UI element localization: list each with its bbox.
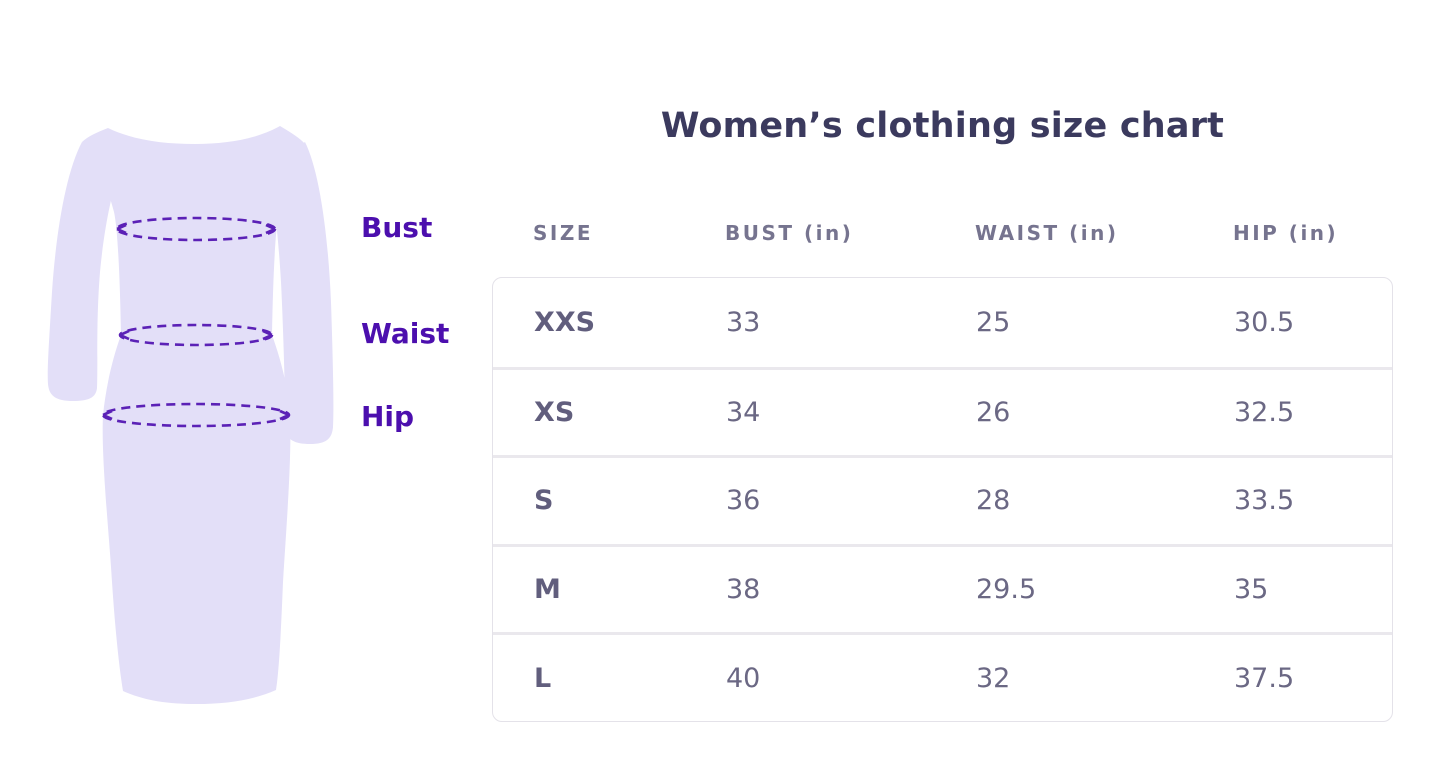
hip-cell: 33.5 [1234, 485, 1295, 517]
header-hip: HIP (in) [1233, 221, 1339, 245]
dress-silhouette-graphic [47, 126, 334, 704]
header-waist: WAIST (in) [975, 221, 1119, 245]
dress-body-shape [82, 126, 305, 704]
waist-cell: 29.5 [976, 574, 1037, 606]
waist-measure-line [118, 323, 274, 347]
size-cell: M [534, 574, 561, 606]
size-cell: XS [534, 396, 575, 428]
bust-cell: 36 [726, 485, 761, 517]
header-size: SIZE [533, 221, 594, 245]
table-row-xs: XS 34 26 32.5 [493, 366, 1392, 456]
dress-illustration [38, 112, 358, 712]
bust-cell: 34 [726, 396, 761, 428]
bust-measure-line [115, 216, 277, 242]
waist-cell: 26 [976, 396, 1011, 428]
size-table: XXS 33 25 30.5 XS 34 26 32.5 S 36 28 33.… [492, 277, 1393, 722]
bust-cell: 40 [726, 662, 761, 694]
hip-measure-line [101, 402, 291, 428]
table-row-s: S 36 28 33.5 [493, 455, 1392, 544]
header-bust: BUST (in) [725, 221, 854, 245]
size-cell: XXS [534, 306, 596, 338]
table-row-xxs: XXS 33 25 30.5 [493, 278, 1392, 367]
waist-cell: 25 [976, 306, 1011, 338]
hip-cell: 30.5 [1234, 306, 1295, 338]
table-row-l: L 40 32 37.5 [493, 632, 1392, 721]
waist-cell: 28 [976, 485, 1011, 517]
waist-cell: 32 [976, 662, 1011, 694]
hip-cell: 35 [1234, 574, 1269, 606]
waist-label: Waist [361, 317, 450, 350]
hip-label: Hip [361, 400, 415, 433]
bust-cell: 33 [726, 306, 761, 338]
table-header-row: SIZE BUST (in) WAIST (in) HIP (in) [492, 216, 1393, 250]
left-sleeve-shape [47, 142, 118, 401]
bust-cell: 38 [726, 574, 761, 606]
size-cell: S [534, 485, 554, 517]
hip-cell: 32.5 [1234, 396, 1295, 428]
hip-cell: 37.5 [1234, 662, 1295, 694]
bust-label: Bust [361, 211, 433, 244]
table-row-m: M 38 29.5 35 [493, 543, 1392, 633]
size-cell: L [534, 662, 552, 694]
page-title: Women’s clothing size chart [660, 106, 1225, 146]
right-sleeve-shape [268, 142, 334, 444]
